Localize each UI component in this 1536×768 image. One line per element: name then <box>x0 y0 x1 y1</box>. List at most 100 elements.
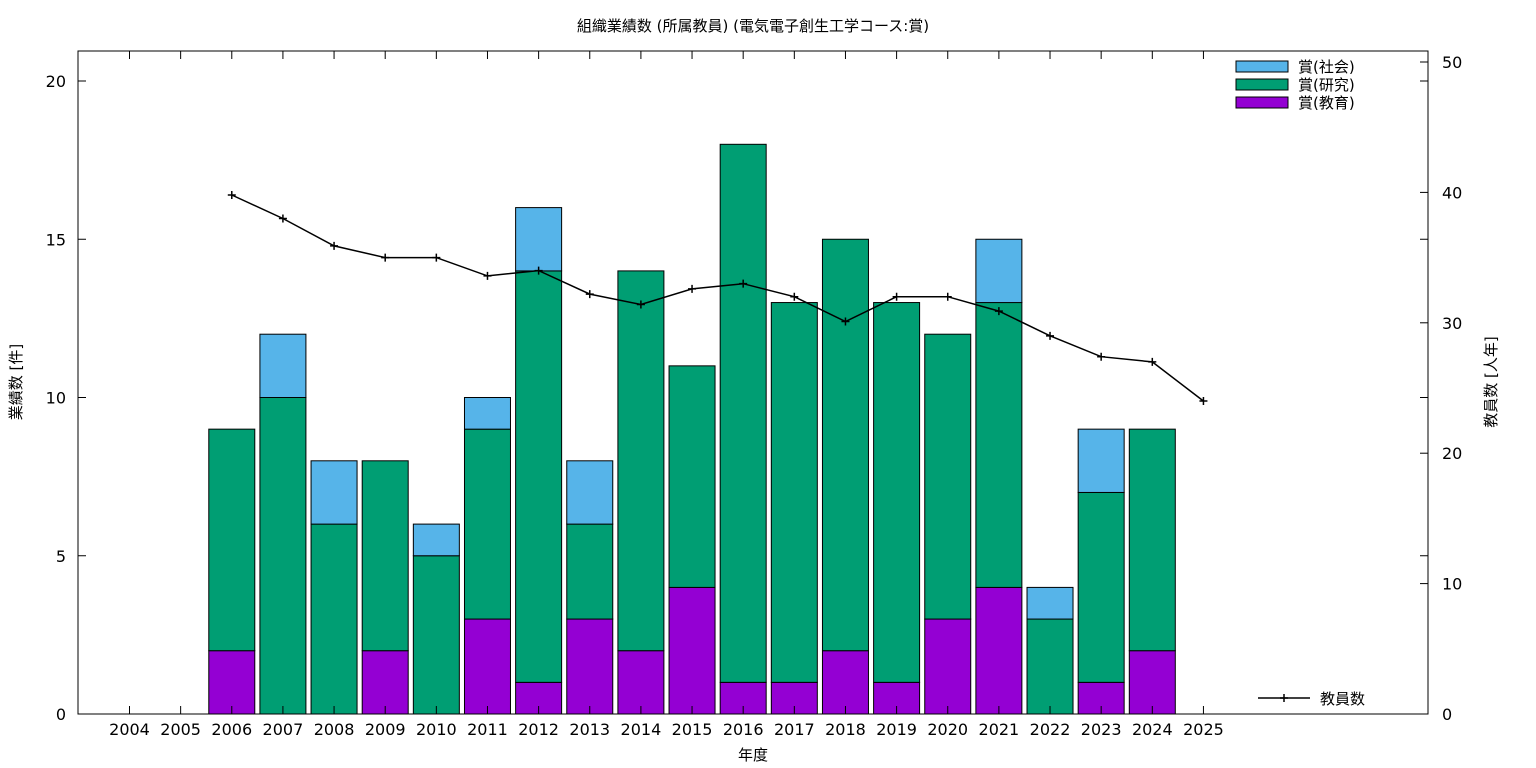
faculty-point <box>585 290 594 299</box>
bar-2020-series-1 <box>924 333 972 620</box>
x-tick-label: 2019 <box>876 720 917 739</box>
bar-2006-series-0 <box>208 650 256 715</box>
faculty-point <box>1097 352 1106 361</box>
y2-tick-label: 0 <box>1442 705 1452 724</box>
y-axis-label: 業績数 [件] <box>7 344 25 420</box>
bar-2013-series-2 <box>566 460 614 525</box>
legend-line-marker <box>1280 694 1288 702</box>
bars-group <box>208 143 1176 715</box>
bar-2009-series-0 <box>361 650 409 715</box>
faculty-point <box>227 191 236 200</box>
bar-2019-series-1 <box>873 302 921 683</box>
faculty-point <box>790 292 799 301</box>
bar-2011-series-1 <box>463 428 511 620</box>
bar-2015-series-0 <box>668 586 716 715</box>
x-tick-label: 2024 <box>1132 720 1173 739</box>
x-tick-label: 2016 <box>723 720 764 739</box>
faculty-line-group <box>227 191 1208 406</box>
chart-title: 組織業績数 (所属教員) (電気電子創生工学コース:賞) <box>577 17 929 35</box>
faculty-point <box>892 292 901 301</box>
bar-2007-series-1 <box>259 397 307 715</box>
x-tick-label: 2021 <box>979 720 1020 739</box>
faculty-point <box>688 284 697 293</box>
bar-2017-series-1 <box>770 302 818 683</box>
y2-tick-label: 40 <box>1442 183 1462 202</box>
bar-2006-series-1 <box>208 428 256 652</box>
faculty-point <box>636 300 645 309</box>
legend-label: 賞(研究) <box>1298 76 1355 94</box>
bar-2013-series-0 <box>566 618 614 715</box>
bar-2009-series-1 <box>361 460 409 652</box>
x-tick-label: 2017 <box>774 720 815 739</box>
bar-2016-series-1 <box>719 143 767 683</box>
y2-tick-label: 50 <box>1442 53 1462 72</box>
legend-label-line: 教員数 <box>1320 690 1365 708</box>
bar-2010-series-1 <box>412 555 460 715</box>
legend: 賞(社会)賞(研究)賞(教育) 教員数 <box>1235 58 1365 708</box>
y-tick-label: 5 <box>56 547 66 566</box>
y2-tick-label: 20 <box>1442 444 1462 463</box>
bar-2021-series-0 <box>975 586 1023 715</box>
x-tick-label: 2015 <box>672 720 713 739</box>
x-tick-label: 2005 <box>160 720 201 739</box>
bar-2018-series-1 <box>821 238 869 652</box>
x-tick-label: 2008 <box>314 720 355 739</box>
faculty-point <box>534 266 543 275</box>
faculty-point <box>278 214 287 223</box>
legend-label: 賞(社会) <box>1298 58 1355 76</box>
faculty-point <box>483 271 492 280</box>
faculty-point <box>1046 331 1055 340</box>
x-tick-label: 2025 <box>1183 720 1224 739</box>
y-tick-label: 15 <box>46 230 66 249</box>
x-axis-label: 年度 <box>738 746 768 764</box>
x-tick-label: 2012 <box>518 720 559 739</box>
x-tick-label: 2020 <box>927 720 968 739</box>
bar-2024-series-0 <box>1128 650 1176 715</box>
bar-2008-series-2 <box>310 460 358 525</box>
x-tick-label: 2013 <box>569 720 610 739</box>
bar-2014-series-1 <box>617 270 665 652</box>
bar-2007-series-2 <box>259 333 307 399</box>
y2-tick-label: 30 <box>1442 314 1462 333</box>
x-tick-label: 2006 <box>211 720 252 739</box>
faculty-point <box>330 241 339 250</box>
faculty-point <box>1199 397 1208 406</box>
bar-2018-series-0 <box>821 650 869 715</box>
bar-2014-series-0 <box>617 650 665 715</box>
faculty-point <box>841 317 850 326</box>
bar-2022-series-2 <box>1026 586 1074 620</box>
legend-swatch <box>1235 78 1289 91</box>
faculty-point <box>994 307 1003 316</box>
faculty-point <box>1148 357 1157 366</box>
x-tick-label: 2022 <box>1030 720 1071 739</box>
y2-axis-label: 教員数 [人年] <box>1482 336 1500 427</box>
x-tick-label: 2011 <box>467 720 508 739</box>
faculty-point <box>432 253 441 262</box>
bar-2008-series-1 <box>310 523 358 715</box>
bar-2023-series-2 <box>1077 428 1125 493</box>
faculty-point <box>943 292 952 301</box>
x-tick-label: 2007 <box>263 720 304 739</box>
bar-2023-series-1 <box>1077 491 1125 683</box>
x-tick-label: 2010 <box>416 720 457 739</box>
bar-2020-series-0 <box>924 618 972 715</box>
faculty-point <box>739 279 748 288</box>
x-tick-label: 2009 <box>365 720 406 739</box>
bar-2021-series-1 <box>975 302 1023 588</box>
faculty-line <box>231 194 1204 402</box>
bar-2012-series-2 <box>515 207 563 272</box>
legend-swatch <box>1235 60 1289 73</box>
x-tick-label: 2023 <box>1081 720 1122 739</box>
bar-2022-series-1 <box>1026 618 1074 715</box>
x-tick-label: 2014 <box>621 720 662 739</box>
x-tick-label: 2018 <box>825 720 866 739</box>
bar-2013-series-1 <box>566 523 614 620</box>
bar-2011-series-2 <box>463 397 511 430</box>
y-tick-label: 10 <box>46 389 66 408</box>
y-tick-label: 0 <box>56 705 66 724</box>
bar-2021-series-2 <box>975 238 1023 304</box>
legend-swatch <box>1235 96 1289 109</box>
bar-2011-series-0 <box>463 618 511 715</box>
legend-label: 賞(教育) <box>1298 94 1355 112</box>
